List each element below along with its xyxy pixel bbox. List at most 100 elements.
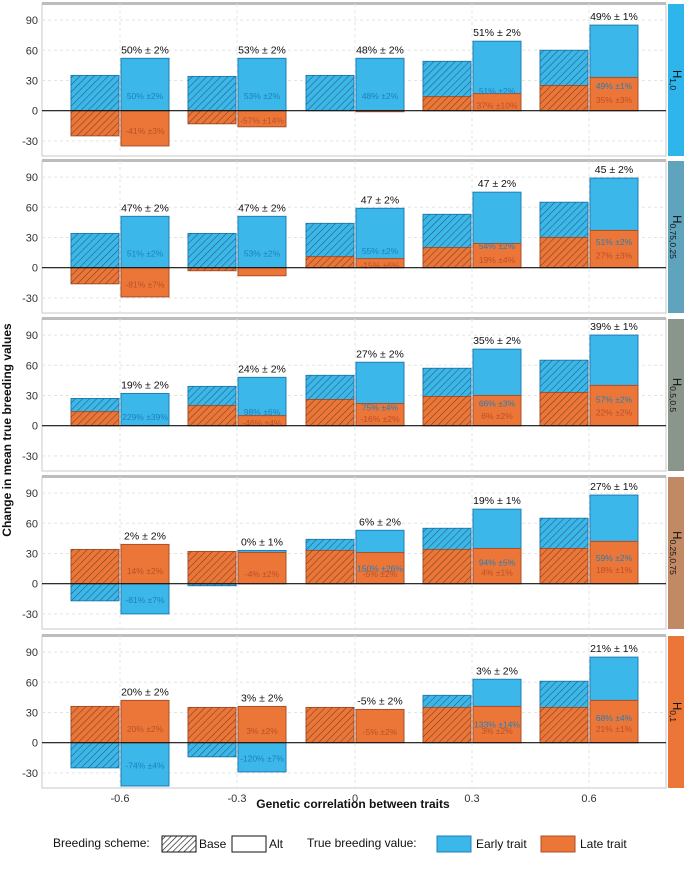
facet-strip — [668, 161, 684, 313]
x-tick-label: 0.3 — [464, 793, 479, 805]
data-label-late: 19% ±4% — [479, 255, 516, 265]
data-label-early: 48% ±2% — [362, 91, 399, 101]
data-label-early: -81% ±7% — [125, 595, 165, 605]
data-label-early: 98% ±6% — [244, 407, 281, 417]
data-label-late: 20% ±2% — [127, 724, 164, 734]
x-axis-title: Genetic correlation between traits — [256, 797, 450, 811]
data-label-early: 150% ±26% — [357, 564, 403, 574]
data-label-total: 21% ± 1% — [590, 643, 638, 655]
y-tick-label: 90 — [26, 15, 38, 27]
y-tick-label: 90 — [26, 330, 38, 342]
data-label-early: 66% ±3% — [479, 399, 516, 409]
bar-alt-late — [237, 551, 287, 585]
bar-base-early-hatch — [71, 233, 119, 268]
bar-base-early-hatch — [188, 742, 236, 757]
data-label-total: 24% ± 2% — [238, 363, 286, 375]
facet-panel: -30 0 30 60 90 20% ± 2% -74% ±4% 20% ±2% 3% ± 2%… — [22, 634, 684, 789]
data-label-early: 229% ±39% — [122, 412, 168, 422]
data-label-total: 27% ± 1% — [590, 481, 638, 493]
y-tick-label: 90 — [26, 172, 38, 184]
data-label-early: 50% ±2% — [127, 91, 164, 101]
facet-strip-label: H0.5,0.5 — [668, 378, 682, 413]
legend-label-base: Base — [199, 837, 227, 851]
data-label-early: 75% ±4% — [362, 403, 399, 413]
data-label-late: 37% ±10% — [476, 101, 517, 111]
data-label-late: -16% ±2% — [360, 414, 400, 424]
x-tick-label: 0.6 — [581, 793, 596, 805]
data-label-total: 47% ± 2% — [121, 202, 169, 214]
data-label-early: 57% ±2% — [596, 395, 633, 405]
bar-base-early-hatch — [188, 583, 236, 586]
y-axis-title: Change in mean true breeding values — [0, 323, 14, 537]
data-label-early: 51% ±2% — [127, 248, 164, 258]
facet-panel: -30 0 30 60 90 2% ± 2% -81% ±7% 14% ±2% 0% ± 1% -… — [22, 475, 684, 630]
data-label-late: 4% ±1% — [481, 567, 513, 577]
facet-panel: -30 0 30 60 90 47% ± 2% 51% ±2% -81% ±7% 47% ± 2… — [22, 159, 684, 314]
x-tick-label: -0.3 — [228, 793, 247, 805]
bar-base-early-hatch — [71, 742, 119, 768]
facet-strip — [668, 4, 684, 156]
data-label-late: -5% ±2% — [363, 727, 398, 737]
bar-base-late-hatch — [188, 267, 236, 271]
bar-alt-late — [589, 540, 639, 585]
bar-alt-early — [120, 215, 170, 269]
y-tick-label: 0 — [32, 106, 38, 118]
data-label-total: 20% ± 2% — [121, 686, 169, 698]
bar-base-late-hatch — [71, 549, 119, 584]
data-label-total: 50% ± 2% — [121, 44, 169, 56]
bar-alt-early — [120, 57, 170, 112]
bar-base-late-hatch — [540, 548, 588, 584]
bar-base-early-hatch — [71, 75, 119, 111]
bar-base-late-hatch — [423, 96, 471, 111]
facet-strip-label: H0.25,0.75 — [668, 531, 682, 575]
bar-base-late-hatch — [188, 551, 236, 584]
panel-top-bar — [42, 634, 666, 637]
data-label-total: 39% ± 1% — [590, 321, 638, 333]
legend-label-late: Late trait — [580, 837, 627, 851]
bar-base-late-hatch — [188, 405, 236, 426]
bar-alt-late — [120, 543, 170, 585]
y-tick-label: 90 — [26, 647, 38, 659]
y-tick-label: -30 — [22, 293, 38, 305]
data-label-early: 49% ±1% — [596, 81, 633, 91]
facet-strip-label: H0.75,0.25 — [668, 215, 682, 259]
data-label-late: 35% ±3% — [596, 95, 633, 105]
bar-alt-early — [355, 207, 405, 269]
bar-base-late-hatch — [306, 707, 354, 743]
legend-key-base — [161, 835, 197, 853]
data-label-total: -5% ± 2% — [357, 695, 402, 707]
bar-base-late-hatch — [540, 237, 588, 268]
data-label-late: -41% ±3% — [125, 126, 165, 136]
bar-alt-late — [120, 699, 170, 744]
data-label-early: 94% ±5% — [479, 557, 516, 567]
bar-alt-late — [472, 243, 522, 269]
bar-base-early-hatch — [188, 76, 236, 111]
bar-base-late-hatch — [306, 550, 354, 584]
facet-panel: -30 0 30 60 90 50% ± 2% 50% ±2% -41% ±3% 53% ± 2… — [22, 2, 684, 157]
data-label-total: 47 ± 2% — [478, 178, 516, 190]
bar-alt-late — [589, 229, 639, 269]
y-tick-label: -30 — [22, 768, 38, 780]
y-tick-label: -30 — [22, 451, 38, 463]
facet-panel: -30 0 30 60 90 19% ± 2% 229% ±39% 24% ± 2% 98% ±… — [22, 317, 684, 472]
bar-base-early-hatch — [71, 583, 119, 601]
y-tick-label: 60 — [26, 45, 38, 57]
data-label-early: 54% ±2% — [479, 241, 516, 251]
bar-base-late-hatch — [540, 707, 588, 743]
data-label-total: 19% ± 1% — [473, 495, 521, 507]
data-label-total: 2% ± 2% — [124, 530, 166, 542]
legend-label-early: Early trait — [476, 837, 527, 851]
data-label-early: 55% ±2% — [362, 246, 399, 256]
y-tick-label: 30 — [26, 75, 38, 87]
data-label-total: 49% ± 1% — [590, 11, 638, 23]
data-label-total: 27% ± 2% — [356, 348, 404, 360]
legend-tbv-title: True breeding value: — [307, 836, 417, 850]
data-label-total: 6% ± 2% — [359, 516, 401, 528]
bar-base-late-hatch — [188, 707, 236, 743]
bar-alt-late — [355, 551, 405, 585]
bar-alt-early — [120, 392, 170, 427]
bar-base-late-hatch — [540, 392, 588, 426]
facet-strip-label: H1,0 — [668, 70, 682, 90]
data-label-late: 22% ±2% — [596, 408, 633, 418]
data-label-late: 21% ±1% — [596, 724, 633, 734]
